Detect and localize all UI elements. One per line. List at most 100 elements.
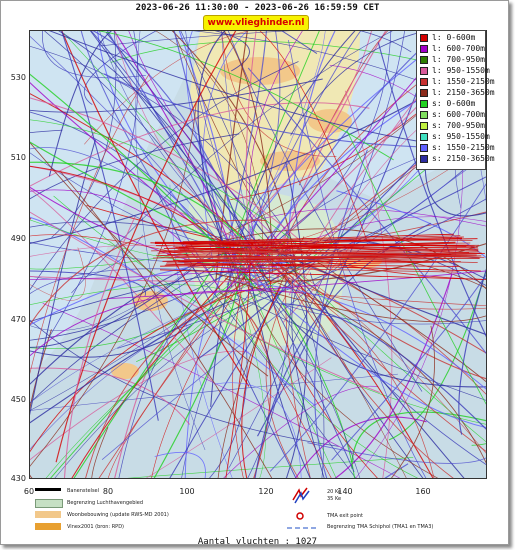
flight-track [145,357,332,478]
y-tick-490: 490 [10,234,26,243]
flight-track [101,155,486,460]
flight-track [213,382,302,478]
flight-track [208,258,248,478]
legend-swatch [420,44,428,53]
legend-item: l: 1550-2150m [420,77,495,87]
legend-label: l: 1550-2150m [432,77,495,86]
flight-track [269,183,486,472]
legend-swatch [420,154,428,163]
flight-track [355,166,464,478]
flight-track [30,129,63,133]
flight-track [241,31,454,249]
flight-track [239,262,486,428]
flight-track [63,216,136,478]
flight-track [30,61,299,291]
flight-track [184,161,291,478]
housing-swatch [35,511,61,518]
flight-track [285,243,311,478]
legend-item: s: 600-700m [420,110,485,120]
flight-track [225,278,486,323]
flight-track [51,31,117,238]
flight-track [163,246,478,249]
legend-item: l: 2150-3650m [420,88,495,98]
flight-track [245,31,262,297]
flight-track [226,289,486,401]
flight-track [223,228,486,290]
flight-track [228,31,423,392]
legend-swatch [420,132,428,141]
kv20-label: 20 Ke [327,489,342,495]
flight-track [30,280,282,453]
map-key: Banenstelsel Begrenzing Luchthavengebied… [29,484,485,536]
kv35-label: 35 Ke [327,496,342,502]
flight-track [30,283,301,450]
flight-track [233,278,332,478]
legend-label: s: 0-600m [432,99,476,108]
flight-track [173,235,461,244]
flight-track [30,119,298,245]
legend-label: s: 950-1550m [432,132,490,141]
flight-track [135,31,206,451]
flight-track [281,31,318,55]
legend-item: s: 0-600m [420,99,475,109]
flight-track [97,31,394,161]
flight-track [30,186,280,275]
flight-track [71,275,230,478]
flight-track [155,236,464,246]
flight-track [295,416,427,478]
flight-track [346,130,486,405]
legend-item: l: 700-950m [420,55,485,65]
flight-track [85,265,288,478]
x-tick-140: 140 [337,487,353,496]
flight-track [297,239,486,286]
tma-boundary-label: Begrenzing TMA Schiphol (TMA1 en TMA3) [327,524,434,530]
flight-track [30,219,267,326]
flight-track [91,427,109,478]
flight-track [169,184,233,478]
flight-track [458,268,486,435]
flight-track [99,31,291,47]
legend-swatch [420,121,428,130]
flight-track [202,31,248,274]
flight-track [166,263,460,267]
flight-track [60,171,273,478]
flight-track [247,276,294,478]
flight-track [285,162,308,478]
flight-track [30,289,303,357]
flight-track [228,31,405,468]
x-tick-80: 80 [102,487,114,496]
flight-track [244,260,435,478]
flight-track [265,295,299,478]
flight-track [344,90,393,478]
flight-track [214,31,250,72]
flight-track [234,31,320,244]
flight-track [166,257,480,263]
map-canvas [30,31,486,478]
flight-track [268,257,486,380]
altitude-legend: l: 0-600m l: 600-700m l: 700-950m l: 950… [416,30,495,170]
flight-track [30,73,150,375]
tma-boundary-line [287,527,317,529]
legend-swatch [420,77,428,86]
legend-swatch [420,110,428,119]
site-badge-link[interactable]: www.vlieghinder.nl [203,15,309,31]
flight-track [30,319,339,447]
flight-track [234,282,486,390]
flight-track [174,250,481,258]
flight-track [197,31,232,268]
flight-track [30,102,370,187]
y-tick-470: 470 [10,315,26,324]
flight-track [169,277,290,478]
flight-track [245,255,311,478]
flight-track [159,269,484,280]
flight-track [277,269,486,452]
legend-swatch [420,66,428,75]
flight-track [167,249,479,255]
flight-track [30,102,197,467]
flight-track [30,234,144,280]
legend-item: l: 600-700m [420,44,485,54]
legend-swatch [420,143,428,152]
flight-track [44,31,236,270]
flight-track [30,373,398,411]
flight-track [30,142,269,377]
